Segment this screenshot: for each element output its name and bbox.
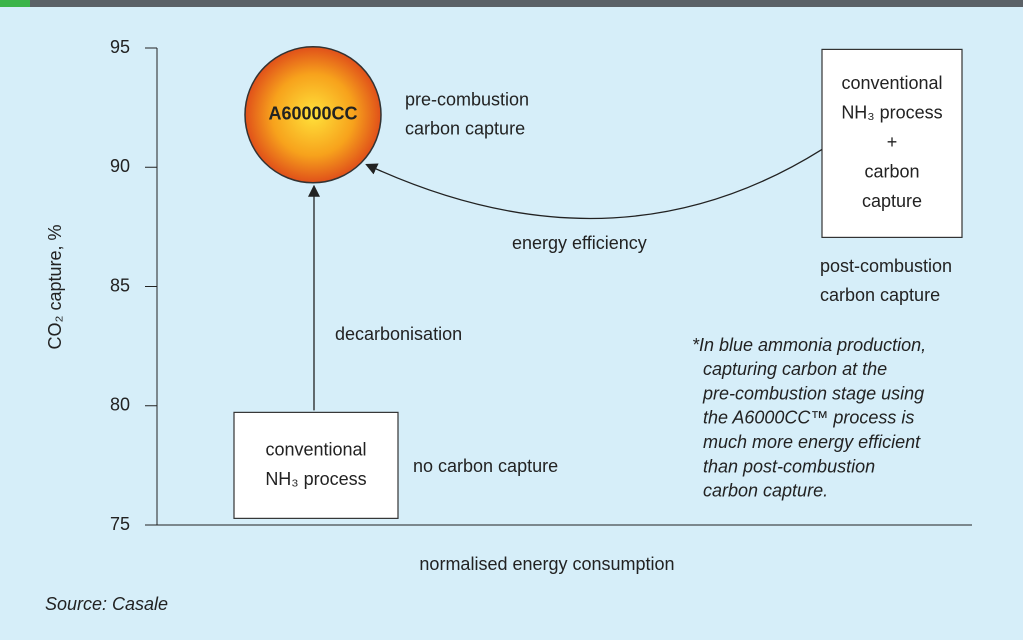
y-tick-label: 95 [110,37,130,57]
top-accent [0,0,30,7]
arrow [365,148,823,220]
node-box [233,411,399,519]
arrow-label: energy efficiency [512,233,647,253]
y-tick-label: 75 [110,514,130,534]
footnote: the A6000CC™ process is [703,408,914,428]
node-label: NH₃ process [841,103,942,123]
node-note: post-combustion [820,256,952,276]
node-label: conventional [265,439,366,459]
arrow-label: decarbonisation [335,324,462,344]
source: Source: Casale [45,594,168,614]
footnote: *In blue ammonia production, [692,335,926,355]
y-tick-label: 90 [110,156,130,176]
footnote: pre-combustion stage using [702,383,924,403]
node-circle [244,46,382,184]
footnote: much more energy efficient [703,432,921,452]
node-label: + [887,132,898,152]
top-bar [0,0,1023,7]
x-axis-label: normalised energy consumption [419,554,674,574]
node-label: capture [862,191,922,211]
footnote: capturing carbon at the [703,359,887,379]
node-label: conventional [841,73,942,93]
node-note: no carbon capture [413,456,558,476]
node-note: carbon capture [405,119,525,139]
y-axis-label: CO₂ capture, % [45,224,65,349]
node-box [821,48,963,239]
node-label: A60000CC [268,104,357,124]
node-note: carbon capture [820,285,940,305]
footnote: than post-combustion [703,456,875,476]
y-tick-label: 85 [110,275,130,295]
node-label: NH₃ process [265,469,366,489]
footnote: carbon capture. [703,481,828,501]
y-tick-label: 80 [110,395,130,415]
node-label: carbon [864,162,919,182]
node-note: pre-combustion [405,90,529,110]
